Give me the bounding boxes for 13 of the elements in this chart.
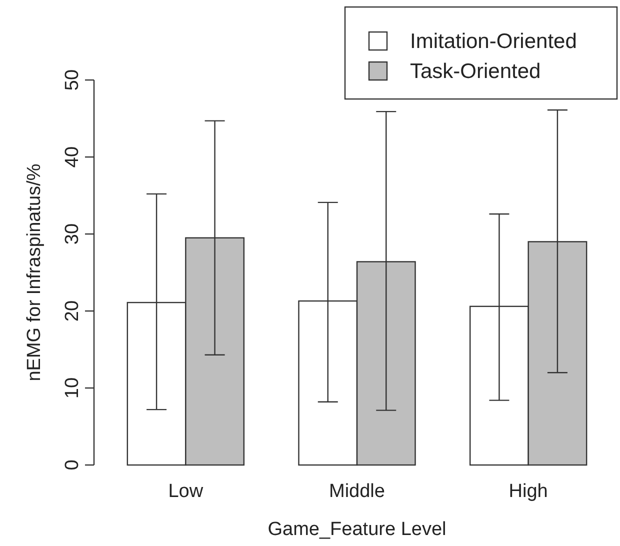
y-tick-label: 30 <box>62 223 83 245</box>
x-tick-label: Middle <box>329 481 385 502</box>
y-tick-label: 40 <box>62 146 83 168</box>
y-axis-title: nEMG for Infraspinatus/% <box>24 164 45 382</box>
x-tick-label: High <box>508 481 548 502</box>
x-tick-label: Low <box>168 481 204 502</box>
legend-label: Imitation-Oriented <box>410 30 577 53</box>
y-tick-label: 0 <box>62 460 83 470</box>
y-tick-label: 20 <box>62 300 83 322</box>
x-axis-title: Game_Feature Level <box>268 519 446 540</box>
y-tick-label: 10 <box>62 377 83 399</box>
legend-label: Task-Oriented <box>410 60 541 83</box>
y-tick-label: 50 <box>62 69 83 91</box>
